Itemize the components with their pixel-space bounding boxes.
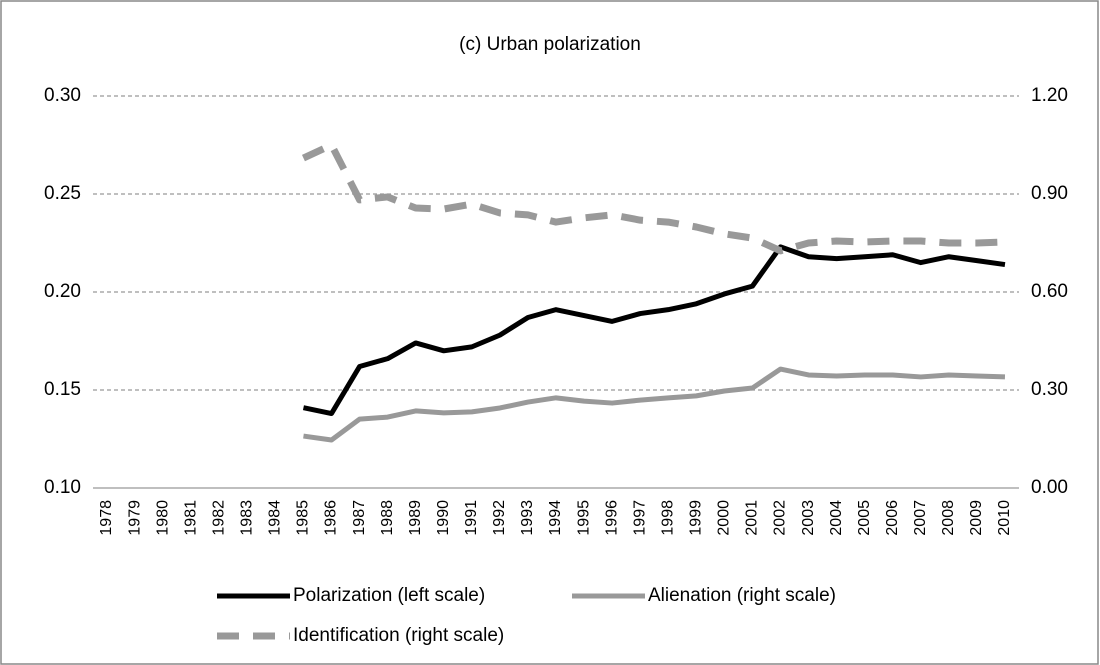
legend-label: Alienation (right scale) bbox=[648, 585, 836, 606]
y2-tick-label: 0.00 bbox=[1031, 477, 1068, 498]
y-tick-label: 0.20 bbox=[44, 281, 81, 302]
y2-tick-label: 1.20 bbox=[1031, 85, 1068, 106]
x-tick-label: 2002 bbox=[772, 500, 789, 536]
x-tick-label: 1986 bbox=[323, 500, 340, 536]
x-tick-label: 1988 bbox=[379, 500, 396, 536]
chart-title: (c) Urban polarization bbox=[459, 34, 641, 55]
x-tick-label: 1989 bbox=[407, 500, 424, 536]
x-tick-label: 1992 bbox=[491, 500, 508, 536]
y2-tick-label: 0.60 bbox=[1031, 281, 1068, 302]
series-line bbox=[303, 366, 1006, 443]
y-tick-label: 0.25 bbox=[44, 183, 81, 204]
y-tick-label: 0.30 bbox=[44, 85, 81, 106]
x-tick-label: 2005 bbox=[856, 500, 873, 536]
y2-tick-label: 0.90 bbox=[1031, 183, 1068, 204]
x-tick-label: 1978 bbox=[98, 500, 115, 536]
x-tick-label: 1991 bbox=[463, 500, 480, 536]
x-tick-label: 1980 bbox=[154, 500, 171, 536]
x-tick-label: 1983 bbox=[239, 500, 256, 536]
x-tick-label: 1999 bbox=[688, 500, 705, 536]
x-tick-label: 2010 bbox=[996, 500, 1013, 536]
x-tick-label: 1998 bbox=[659, 500, 676, 536]
x-tick-label: 2008 bbox=[940, 500, 957, 536]
x-tick-label: 1981 bbox=[182, 500, 199, 536]
x-tick-label: 1995 bbox=[575, 500, 592, 536]
x-tick-label: 1979 bbox=[126, 500, 143, 536]
legend-label: Identification (right scale) bbox=[293, 625, 504, 646]
x-tick-label: 2003 bbox=[800, 500, 817, 536]
x-tick-label: 1982 bbox=[210, 500, 227, 536]
y2-tick-label: 0.30 bbox=[1031, 379, 1068, 400]
y-tick-label: 0.15 bbox=[44, 379, 81, 400]
x-tick-label: 2006 bbox=[884, 500, 901, 536]
x-tick-label: 2007 bbox=[912, 500, 929, 536]
x-tick-label: 1990 bbox=[435, 500, 452, 536]
x-tick-label: 1996 bbox=[603, 500, 620, 536]
x-tick-label: 1993 bbox=[519, 500, 536, 536]
x-tick-label: 1987 bbox=[351, 500, 368, 536]
y-tick-label: 0.10 bbox=[44, 477, 81, 498]
legend-label: Polarization (left scale) bbox=[293, 585, 485, 606]
series-line bbox=[302, 244, 1006, 417]
x-tick-label: 1997 bbox=[631, 500, 648, 536]
x-tick-label: 2001 bbox=[744, 500, 761, 536]
series-line bbox=[301, 141, 1006, 255]
x-tick-label: 2004 bbox=[828, 500, 845, 536]
x-tick-label: 1985 bbox=[295, 500, 312, 536]
x-tick-label: 2000 bbox=[716, 500, 733, 536]
x-tick-label: 2009 bbox=[968, 500, 985, 536]
x-tick-label: 1994 bbox=[547, 500, 564, 536]
x-tick-label: 1984 bbox=[267, 500, 284, 536]
